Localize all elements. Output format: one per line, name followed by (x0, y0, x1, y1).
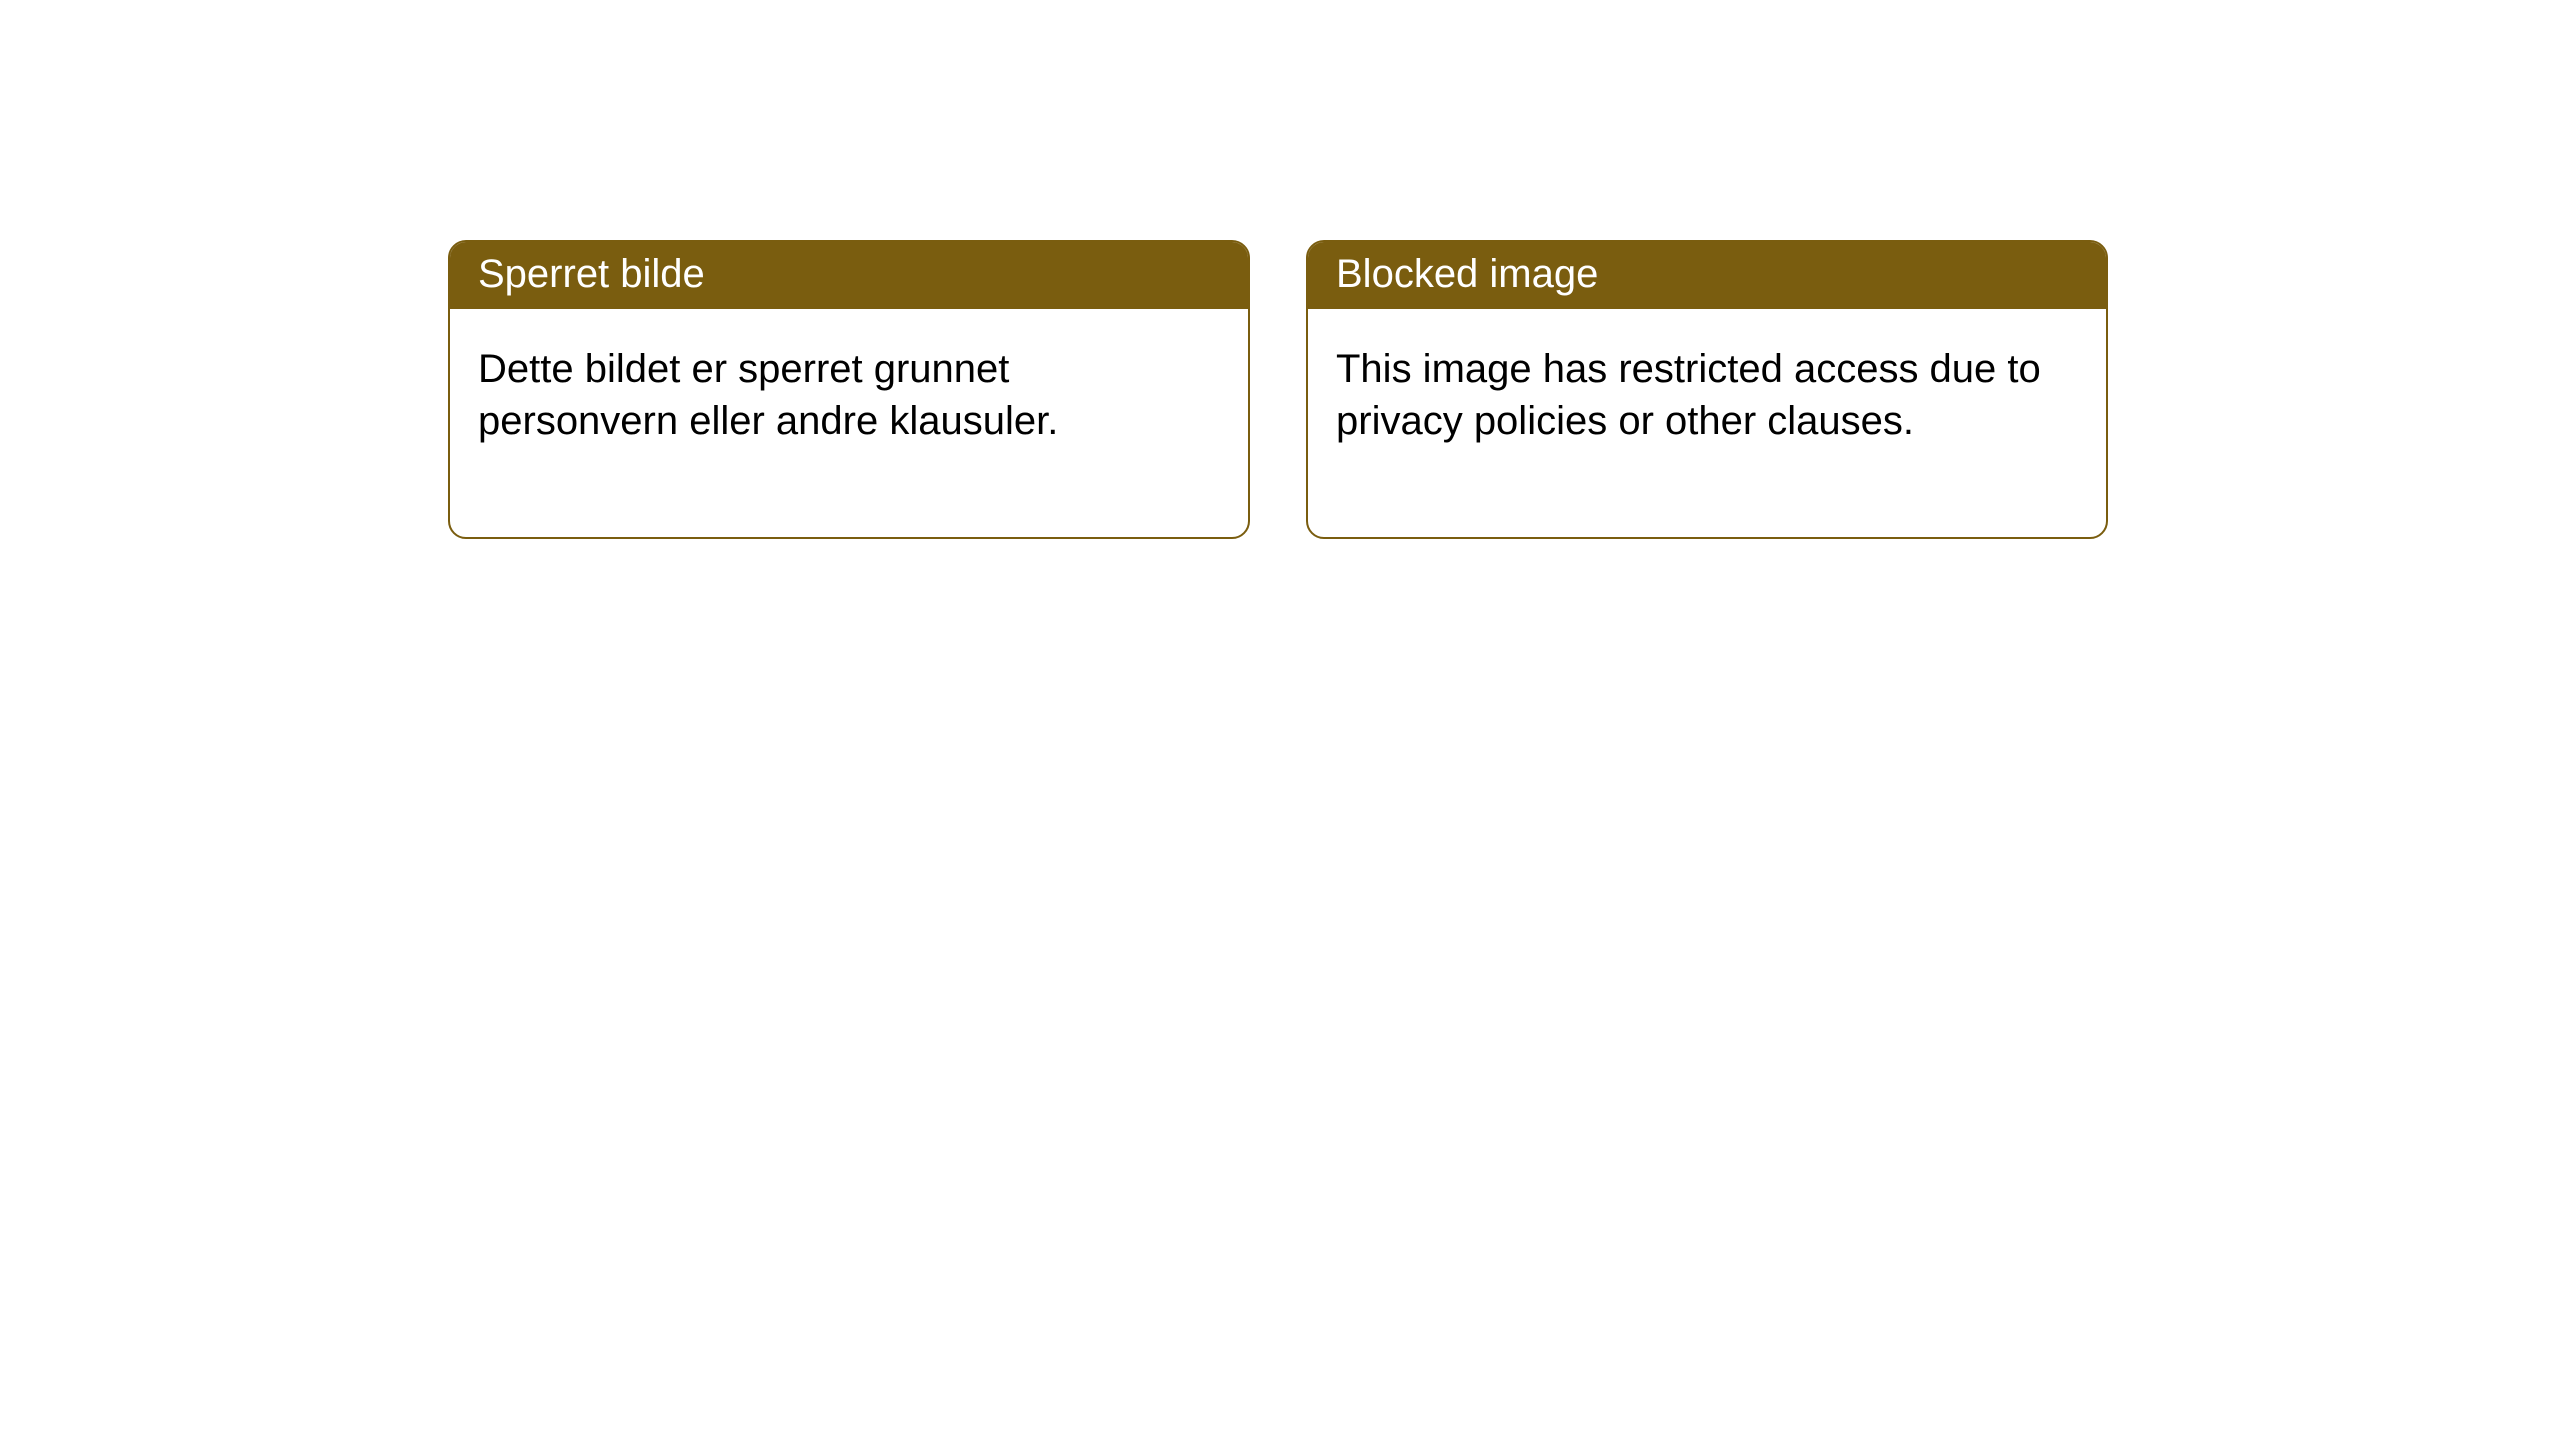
notice-card-norwegian: Sperret bilde Dette bildet er sperret gr… (448, 240, 1250, 539)
card-body: This image has restricted access due to … (1308, 309, 2106, 537)
card-body-text: This image has restricted access due to … (1336, 347, 2041, 443)
card-title: Sperret bilde (478, 252, 705, 296)
card-body-text: Dette bildet er sperret grunnet personve… (478, 347, 1058, 443)
notice-cards-container: Sperret bilde Dette bildet er sperret gr… (0, 0, 2560, 539)
card-header: Blocked image (1308, 242, 2106, 309)
card-title: Blocked image (1336, 252, 1598, 296)
card-header: Sperret bilde (450, 242, 1248, 309)
notice-card-english: Blocked image This image has restricted … (1306, 240, 2108, 539)
card-body: Dette bildet er sperret grunnet personve… (450, 309, 1248, 537)
